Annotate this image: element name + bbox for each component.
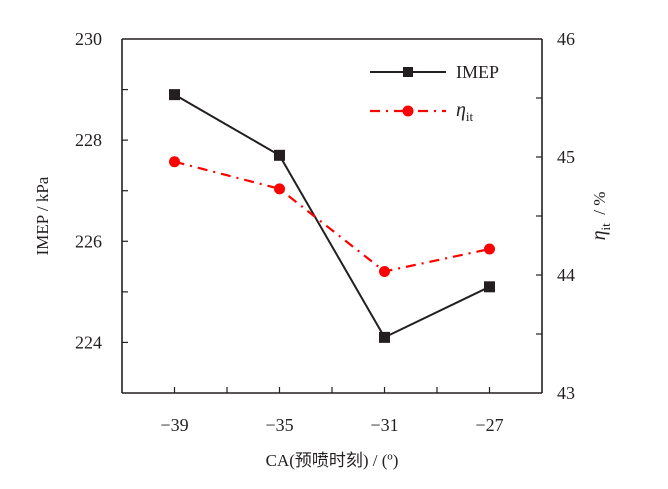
plot-frame <box>121 38 543 394</box>
x-tick-label: −35 <box>265 415 293 435</box>
y2-axis-label-sub: it <box>598 223 613 231</box>
data-point-eta <box>169 156 180 168</box>
series-line-eta <box>174 160 490 273</box>
tick-labels: 224 226 228 230 43 44 45 46 −39 −35 −31 −27 <box>75 29 575 435</box>
axis-ticks <box>122 88 542 393</box>
data-point-imep <box>169 89 180 101</box>
series-layer <box>169 89 495 343</box>
y2-tick-label: 45 <box>557 147 575 167</box>
y-tick-label: 224 <box>75 332 102 352</box>
data-point-imep <box>379 331 390 343</box>
legend-marker-eta <box>402 105 414 117</box>
legend-label-imep: IMEP <box>456 62 499 82</box>
y-axis-label: IMEP / kPa <box>33 176 52 255</box>
x-axis-label: CA(预喷时刻) / (º) <box>266 451 399 470</box>
y2-tick-label: 46 <box>557 29 575 49</box>
legend-item-eta: ηit <box>370 99 474 124</box>
y-tick-label: 230 <box>75 29 102 49</box>
x-tick-label: −39 <box>160 415 188 435</box>
data-point-imep <box>484 281 495 293</box>
data-point-imep <box>274 149 285 161</box>
y2-tick-label: 43 <box>557 383 575 403</box>
y2-axis-label-unit: / % <box>590 192 609 224</box>
y2-axis-label: ηit / % <box>588 192 613 241</box>
legend-label-eta-main: η <box>456 99 466 121</box>
legend-marker-imep <box>403 67 413 77</box>
y-tick-label: 226 <box>75 231 102 251</box>
legend-label-eta-sub: it <box>466 109 474 124</box>
series-imep <box>169 89 495 343</box>
data-point-eta <box>379 265 390 277</box>
series-eta <box>169 156 495 277</box>
legend-label-eta: ηit <box>456 99 474 124</box>
y-tick-label: 228 <box>75 130 102 150</box>
y2-tick-label: 44 <box>557 265 575 285</box>
series-line-imep <box>173 93 490 339</box>
x-tick-label: −27 <box>475 415 503 435</box>
y2-axis-label-main: η <box>588 230 610 240</box>
legend-item-imep: IMEP <box>370 62 499 82</box>
data-point-eta <box>484 243 495 255</box>
legend: IMEP ηit <box>370 62 499 124</box>
data-point-eta <box>274 183 285 195</box>
x-tick-label: −31 <box>370 415 398 435</box>
